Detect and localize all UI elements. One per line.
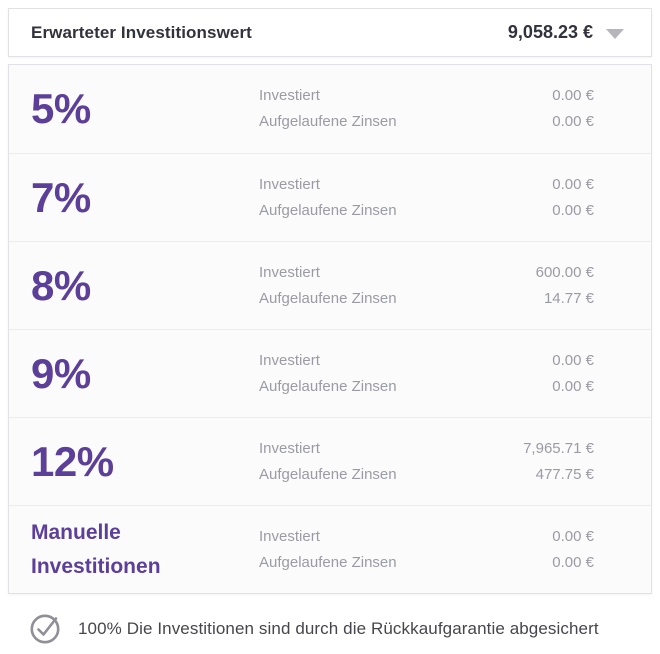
invested-label: Investiert [259, 351, 320, 369]
invested-value: 7,965.71 € [523, 439, 594, 457]
invested-label: Investiert [259, 175, 320, 193]
rate-label: 5% [31, 85, 91, 132]
check-circle-icon [30, 614, 60, 644]
caret-down-icon[interactable] [606, 28, 624, 39]
rate-row-5: 5% Investiert Aufgelaufene Zinsen 0.00 €… [9, 65, 651, 153]
guarantee-note: 100% Die Investitionen sind durch die Rü… [8, 611, 652, 646]
expected-value-amount: 9,058.23 € [507, 22, 593, 42]
expected-value-group: 9,058.23 € [508, 22, 624, 43]
rate-row-manual: Manuelle Investitionen Investiert Aufgel… [9, 505, 651, 593]
row-field-labels: Investiert Aufgelaufene Zinsen [259, 348, 552, 400]
row-field-labels: Investiert Aufgelaufene Zinsen [259, 436, 523, 488]
interest-label: Aufgelaufene Zinsen [259, 113, 397, 130]
rate-row-7: 7% Investiert Aufgelaufene Zinsen 0.00 €… [9, 153, 651, 241]
invested-value: 600.00 € [535, 263, 594, 281]
interest-label: Aufgelaufene Zinsen [259, 377, 397, 395]
invested-value: 0.00 € [552, 87, 594, 104]
interest-value: 0.00 € [552, 553, 594, 571]
row-field-values: 0.00 € 0.00 € [552, 524, 594, 576]
invested-value: 0.00 € [552, 175, 594, 193]
row-field-values: 0.00 € 0.00 € [552, 172, 594, 224]
row-field-values: 0.00 € 0.00 € [552, 348, 594, 400]
rate-label: Manuelle Investitionen [31, 520, 161, 578]
row-field-labels: Investiert Aufgelaufene Zinsen [259, 260, 536, 312]
rate-row-8: 8% Investiert Aufgelaufene Zinsen 600.00… [9, 241, 651, 329]
invested-value: 0.00 € [552, 527, 594, 545]
interest-value: 477.75 € [535, 465, 594, 483]
interest-label: Aufgelaufene Zinsen [259, 201, 397, 219]
interest-value: 14.77 € [543, 289, 594, 307]
rate-row-12: 12% Investiert Aufgelaufene Zinsen 7,965… [9, 417, 651, 505]
row-field-labels: Investiert Aufgelaufene Zinsen [259, 83, 552, 135]
invested-label: Investiert [259, 439, 320, 457]
expected-value-title: Erwarteter Investitionswert [31, 22, 252, 42]
interest-label: Aufgelaufene Zinsen [259, 465, 397, 483]
rates-list: 5% Investiert Aufgelaufene Zinsen 0.00 €… [8, 64, 652, 594]
rate-label: 9% [31, 349, 91, 397]
rate-row-9: 9% Investiert Aufgelaufene Zinsen 0.00 €… [9, 329, 651, 417]
interest-label: Aufgelaufene Zinsen [259, 289, 397, 307]
guarantee-text: 100% Die Investitionen sind durch die Rü… [78, 618, 599, 638]
rate-label: 12% [31, 437, 114, 485]
interest-value: 0.00 € [552, 201, 594, 219]
row-field-values: 600.00 € 14.77 € [536, 260, 594, 312]
invested-label: Investiert [259, 87, 320, 104]
row-field-values: 7,965.71 € 477.75 € [523, 436, 594, 488]
invested-value: 0.00 € [552, 351, 594, 369]
row-field-labels: Investiert Aufgelaufene Zinsen [259, 172, 552, 224]
row-field-values: 0.00 € 0.00 € [552, 83, 594, 135]
invested-label: Investiert [259, 263, 320, 281]
rate-label: 8% [31, 261, 91, 309]
interest-value: 0.00 € [552, 377, 594, 395]
invested-label: Investiert [259, 527, 320, 545]
interest-label: Aufgelaufene Zinsen [259, 553, 397, 571]
interest-value: 0.00 € [552, 113, 594, 130]
row-field-labels: Investiert Aufgelaufene Zinsen [259, 524, 552, 576]
expected-value-header[interactable]: Erwarteter Investitionswert 9,058.23 € [8, 8, 652, 57]
rate-label: 7% [31, 173, 91, 221]
